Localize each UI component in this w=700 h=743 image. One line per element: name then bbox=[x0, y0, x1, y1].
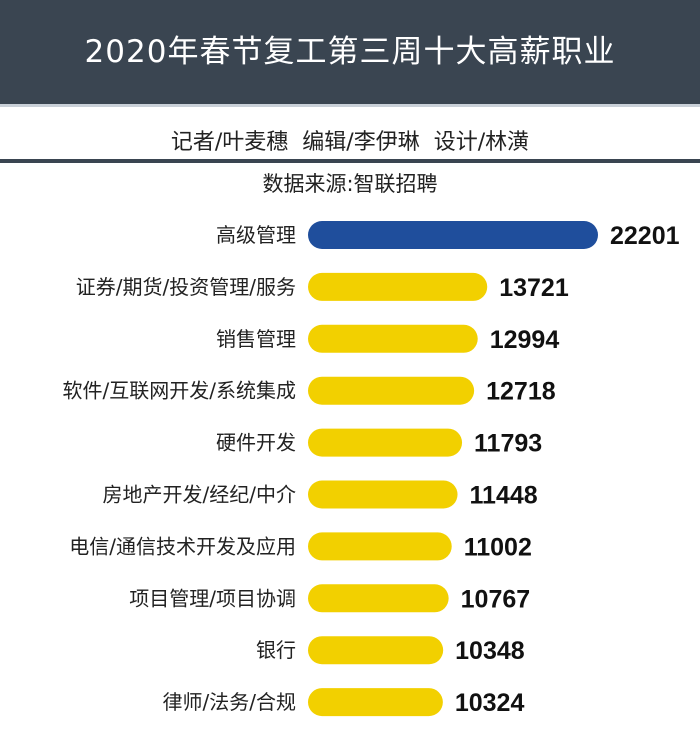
bar bbox=[308, 480, 458, 509]
category-label: 银行 bbox=[256, 638, 296, 662]
bar bbox=[308, 272, 488, 301]
bar bbox=[308, 584, 449, 613]
category-label: 房地产开发/经纪/中介 bbox=[103, 483, 296, 507]
value-label: 11002 bbox=[464, 533, 532, 561]
category-label: 律师/法务/合规 bbox=[163, 690, 296, 714]
value-label: 13721 bbox=[499, 274, 569, 302]
category-label: 软件/互联网开发/系统集成 bbox=[63, 379, 296, 403]
bar bbox=[308, 688, 443, 717]
header-bar bbox=[0, 0, 700, 104]
bar bbox=[308, 324, 478, 353]
divider bbox=[0, 159, 700, 163]
value-label: 12994 bbox=[490, 326, 560, 354]
category-label: 高级管理 bbox=[216, 223, 296, 247]
value-label: 10348 bbox=[455, 637, 525, 665]
bar bbox=[308, 221, 598, 249]
bar bbox=[308, 532, 452, 561]
credits: 记者/叶麦穗 编辑/李伊琳 设计/林潢 bbox=[170, 130, 530, 155]
data-source: 数据来源:智联招聘 bbox=[262, 172, 438, 196]
bar bbox=[308, 636, 444, 665]
category-label: 证券/期货/投资管理/服务 bbox=[76, 275, 296, 299]
value-label: 10324 bbox=[455, 689, 525, 717]
category-label: 硬件开发 bbox=[216, 431, 296, 455]
category-label: 销售管理 bbox=[216, 327, 296, 351]
bar bbox=[308, 428, 463, 457]
category-label: 项目管理/项目协调 bbox=[129, 586, 296, 610]
value-label: 11793 bbox=[474, 430, 542, 458]
value-label: 11448 bbox=[470, 482, 538, 510]
category-label: 电信/通信技术开发及应用 bbox=[69, 534, 296, 558]
value-label: 22201 bbox=[610, 222, 680, 250]
value-label: 12718 bbox=[486, 378, 556, 406]
chart-title: 2020年春节复工第三周十大高薪职业 bbox=[84, 34, 616, 70]
header-underline bbox=[0, 104, 700, 107]
value-label: 10767 bbox=[461, 585, 531, 613]
bar bbox=[308, 376, 475, 405]
